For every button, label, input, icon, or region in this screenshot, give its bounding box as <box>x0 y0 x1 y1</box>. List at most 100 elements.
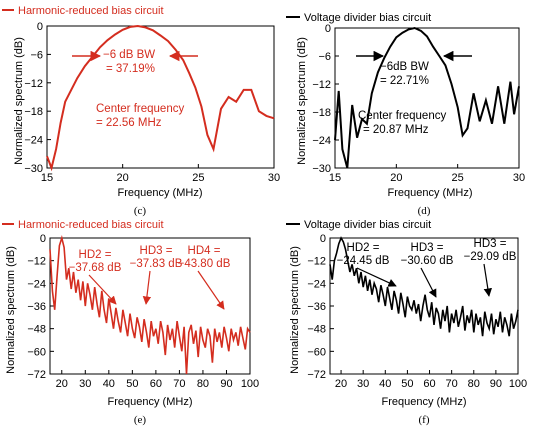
plot-frame-d <box>334 27 520 169</box>
harmonic-arrow <box>197 270 225 310</box>
y-tick-label: −24 <box>24 135 43 147</box>
y-tick-label: −6 <box>30 49 43 61</box>
spectrum-line-e <box>49 235 251 375</box>
harmonic-value: −37.83 dB <box>130 258 183 270</box>
center-frequency-label-d: Center frequency <box>358 110 446 122</box>
x-tick-label: 30 <box>357 378 369 390</box>
spectrum-line-c <box>46 24 275 172</box>
y-tick-label: −12 <box>27 256 46 268</box>
harmonic-annotations-e: HD2 =−37.68 dB HD3 =−37.83 dB HD4 =−43.80 … <box>69 245 231 310</box>
x-tick-label: 80 <box>468 378 480 390</box>
y-tick-label: −30 <box>24 163 43 175</box>
x-tick-label: 15 <box>41 172 53 184</box>
spectrum-line-d <box>334 26 520 169</box>
x-axis-label-f: Frequency (MHz) <box>382 396 467 408</box>
plot-frame-f <box>329 237 519 375</box>
y-tick-label: −48 <box>307 324 326 336</box>
x-tick-label: 40 <box>103 378 115 390</box>
y-tick-label: −72 <box>27 369 46 381</box>
x-tick-label: 30 <box>513 172 525 184</box>
y-tick-label: 0 <box>325 23 331 35</box>
spectrum-line-f <box>329 236 519 337</box>
y-tick-label: −18 <box>24 106 43 118</box>
y-tick-label: 0 <box>37 21 43 33</box>
x-tick-label: 60 <box>150 378 162 390</box>
harmonic-value: −37.68 dB <box>69 262 122 274</box>
x-tick-label: 30 <box>79 378 91 390</box>
harmonic-label: HD2 = <box>79 249 112 261</box>
y-tick-label: −6 <box>318 51 331 63</box>
x-tick-label: 100 <box>509 378 527 390</box>
y-ticks-d: 0 −6 −12 −18 −24 −30 <box>312 23 339 175</box>
x-tick-label: 70 <box>173 378 185 390</box>
y-axis-label-e: Normalized spectrum (dB) <box>5 246 17 374</box>
x-axis-label-e: Frequency (MHz) <box>108 396 193 408</box>
center-frequency-value-d: = 20.87 MHz <box>363 124 429 136</box>
y-tick-label: −24 <box>307 278 326 290</box>
x-axis-label-c: Frequency (MHz) <box>118 187 203 199</box>
legend-label-f: Voltage divider bias circuit <box>304 219 431 231</box>
panel-label-c: (c) <box>134 205 147 217</box>
panel-f: Voltage divider bias circuit Normalized … <box>286 219 527 426</box>
harmonic-label: HD3 = <box>140 245 173 257</box>
harmonic-value: −30.60 dB <box>401 255 454 267</box>
x-tick-label: 90 <box>490 378 502 390</box>
x-axis-label-d: Frequency (MHz) <box>388 187 473 199</box>
y-ticks-c: 0 −6 −12 −18 −24 −30 <box>24 21 51 175</box>
y-ticks-f: 0 −12 −24 −36 −48 −60 −72 <box>307 233 334 381</box>
y-tick-label: −18 <box>312 107 331 119</box>
x-tick-label: 100 <box>241 378 259 390</box>
bw-value-d: = 22.71% <box>380 75 429 87</box>
x-tick-label: 70 <box>446 378 458 390</box>
harmonic-label: HD3 = <box>411 242 444 254</box>
x-tick-label: 40 <box>379 378 391 390</box>
y-tick-label: −12 <box>312 79 331 91</box>
x-tick-label: 20 <box>390 172 402 184</box>
y-tick-label: −60 <box>27 346 46 358</box>
harmonic-label: HD4 = <box>188 245 221 257</box>
x-tick-label: 20 <box>56 378 68 390</box>
y-tick-label: −72 <box>307 369 326 381</box>
y-tick-label: −30 <box>312 163 331 175</box>
x-tick-label: 20 <box>117 172 129 184</box>
x-ticks-e: 20 30 40 50 60 70 80 90 100 <box>56 370 259 390</box>
y-tick-label: −12 <box>307 256 326 268</box>
y-axis-label-f: Normalized spectrum (dB) <box>289 246 301 374</box>
x-tick-label: 25 <box>192 172 204 184</box>
x-ticks-c: 15 20 25 30 <box>41 164 280 184</box>
bw-value-c: = 37.19% <box>106 63 155 75</box>
bw-label-d: −6dB BW <box>380 61 429 73</box>
plot-frame-e <box>49 237 251 375</box>
y-tick-label: 0 <box>320 233 326 245</box>
harmonic-arrow <box>356 267 397 287</box>
y-ticks-e: 0 −12 −24 −36 −48 −60 −72 <box>27 233 54 381</box>
legend-label-d: Voltage divider bias circuit <box>304 12 431 24</box>
y-tick-label: −36 <box>27 301 46 313</box>
y-tick-label: −12 <box>24 78 43 90</box>
y-tick-label: −60 <box>307 346 326 358</box>
panel-label-d: (d) <box>418 205 431 217</box>
y-tick-label: 0 <box>40 233 46 245</box>
center-frequency-label-c: Center frequency <box>96 103 184 115</box>
x-tick-label: 30 <box>268 172 280 184</box>
y-tick-label: −24 <box>312 135 331 147</box>
x-tick-label: 15 <box>329 172 341 184</box>
y-axis-label-d: Normalized spectrum (dB) <box>296 37 308 165</box>
y-axis-label-c: Normalized spectrum (dB) <box>13 37 25 165</box>
harmonic-label: HD3 = <box>474 238 507 250</box>
harmonic-arrow <box>88 274 117 305</box>
panel-label-e: (e) <box>134 414 147 426</box>
harmonic-value: −24.45 dB <box>337 255 390 267</box>
y-tick-label: −36 <box>307 301 326 313</box>
center-frequency-value-c: = 22.56 MHz <box>96 117 162 129</box>
y-tick-label: −48 <box>27 324 46 336</box>
legend-label-e: Harmonic-reduced bias circuit <box>18 219 164 231</box>
x-tick-label: 25 <box>452 172 464 184</box>
panel-c: Harmonic-reduced bias circuit Normalized… <box>2 5 280 217</box>
panel-e: Harmonic-reduced bias circuit Normalized… <box>2 219 259 426</box>
harmonic-value: −43.80 dB <box>178 258 231 270</box>
x-ticks-f: 20 30 40 50 60 70 80 90 100 <box>335 370 527 390</box>
x-tick-label: 50 <box>126 378 138 390</box>
x-tick-label: 80 <box>197 378 209 390</box>
